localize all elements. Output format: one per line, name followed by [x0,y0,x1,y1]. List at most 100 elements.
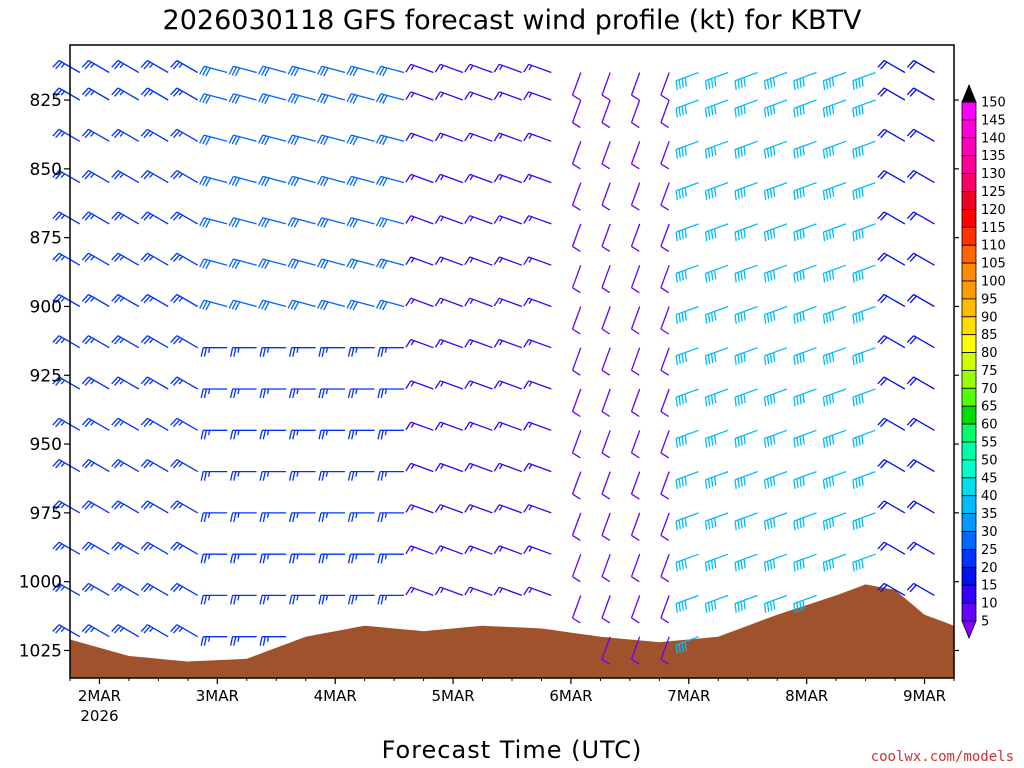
colorbar-label: 20 [981,561,998,576]
colorbar-label: 60 [981,418,998,433]
wind-barb [660,141,670,170]
wind-barb [734,223,758,242]
wind-barb [571,99,582,129]
wind-barb [199,299,228,311]
wind-barb [287,93,316,105]
plot-area [70,45,954,678]
wind-barb [660,306,670,335]
wind-barb [347,429,375,440]
wind-barb [763,305,788,324]
colorbar-min-arrow [961,620,977,640]
colorbar-swatch [961,602,977,622]
wind-barb [675,470,699,489]
wind-barb [200,470,228,481]
wind-barb [199,93,228,105]
wind-barb [377,347,404,357]
wind-barb [140,624,169,638]
wind-barb [877,582,906,596]
wind-barb [571,595,582,624]
colorbar-label: 70 [981,382,998,397]
wind-barb [675,71,699,90]
wind-barb [229,512,257,523]
wind-barb [763,347,788,366]
wind-barb [906,87,935,101]
wind-barb [571,430,582,459]
colorbar-label: 105 [981,257,1006,272]
wind-barb [630,347,641,376]
colorbar-label: 10 [981,597,998,612]
wind-barb [571,512,582,541]
wind-barb [199,134,228,146]
wind-barb [704,99,729,118]
wind-barb [464,63,493,74]
wind-barb [228,175,257,187]
wind-barb [375,93,405,105]
wind-barb [111,59,140,74]
wind-barb [375,175,405,187]
colorbar-label: 75 [981,364,998,379]
wind-barb [318,347,345,357]
wind-barb [464,380,493,390]
wind-barb [877,293,906,308]
wind-barb [601,72,611,101]
wind-barb [523,63,552,74]
wind-barb [704,264,729,283]
wind-barb [601,223,611,252]
wind-barb [229,636,257,646]
wind-barb [405,504,434,514]
wind-barb [660,595,670,624]
wind-barb [170,582,199,596]
wind-barb [493,63,523,74]
wind-barb [675,140,699,159]
y-tick-label: 900 [30,297,62,317]
colorbar-swatch [961,549,977,568]
colorbar-swatch [961,173,977,192]
wind-barb [630,388,641,418]
x-tick-label: 8MAR [785,687,828,705]
x-tick-label: 2MAR [78,687,121,705]
wind-barb [704,553,729,572]
wind-barb [317,299,346,311]
wind-barb [464,256,493,266]
wind-barb [601,264,611,294]
wind-barb [200,347,228,357]
wind-barb [660,223,670,252]
wind-barb [81,59,110,74]
wind-barb [434,63,464,74]
wind-barb [347,553,375,564]
colorbar-swatch [961,316,977,336]
wind-barb [199,175,228,187]
wind-barb [906,170,935,184]
wind-barb [906,459,935,473]
wind-barb [601,388,611,418]
wind-barb [852,99,876,118]
colorbar-label: 5 [981,615,989,630]
colorbar-label: 90 [981,310,998,325]
wind-barb [523,462,552,473]
wind-barb [140,59,169,74]
wind-barb [493,297,523,308]
wind-barb [822,429,847,448]
wind-barb [523,256,552,266]
wind-barb [464,215,493,225]
wind-barb [493,504,523,514]
colorbar-swatch [961,101,977,121]
wind-barb [81,541,110,555]
wind-barb [630,430,641,459]
wind-barb [822,140,847,159]
wind-barb [675,181,699,201]
colorbar-label: 130 [981,167,1006,182]
colorbar-label: 50 [981,453,998,468]
wind-barb [852,181,876,201]
wind-barb [405,338,434,349]
colorbar-swatch [961,226,977,246]
colorbar-swatch [961,387,977,407]
wind-barb [601,141,611,170]
wind-barb [571,347,582,376]
wind-barb [675,388,699,407]
colorbar-label: 145 [981,113,1006,128]
wind-barb [464,132,493,142]
wind-barb [405,297,434,308]
wind-barb [571,553,582,583]
wind-barb [346,217,375,228]
